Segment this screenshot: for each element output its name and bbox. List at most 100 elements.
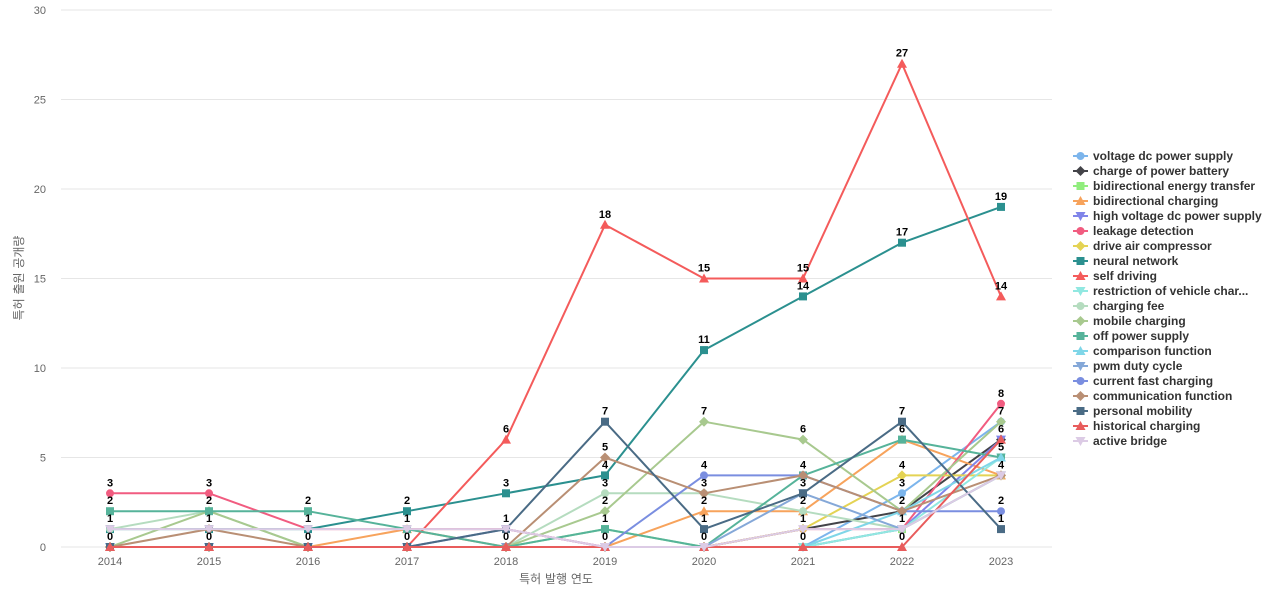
legend-item[interactable]: self driving <box>1073 269 1157 283</box>
data-point[interactable] <box>799 507 807 516</box>
data-point[interactable] <box>303 542 313 551</box>
data-point[interactable] <box>798 470 808 481</box>
data-point[interactable] <box>700 471 708 480</box>
legend-item[interactable]: off power supply <box>1073 329 1189 343</box>
legend-item[interactable]: neural network <box>1073 254 1179 268</box>
data-point[interactable] <box>898 238 906 247</box>
data-point[interactable] <box>897 506 907 517</box>
data-point[interactable] <box>897 470 907 481</box>
data-point[interactable] <box>798 525 808 535</box>
legend-label: bidirectional energy transfer <box>1093 179 1255 193</box>
series-line[interactable] <box>110 438 1002 548</box>
legend-item[interactable]: charge of power battery <box>1073 164 1229 178</box>
x-tick-label: 2022 <box>890 556 914 568</box>
y-tick-label: 30 <box>34 5 46 17</box>
legend-marker-icon <box>1075 391 1086 401</box>
data-point[interactable] <box>996 416 1006 427</box>
legend-item[interactable]: charging fee <box>1073 299 1165 313</box>
data-point[interactable] <box>600 219 610 229</box>
legend-item[interactable]: bidirectional charging <box>1073 194 1218 208</box>
data-point[interactable] <box>601 471 609 480</box>
data-point[interactable] <box>502 489 510 498</box>
x-tick-label: 2020 <box>692 556 716 568</box>
data-point[interactable] <box>402 542 412 551</box>
data-point[interactable] <box>799 489 807 498</box>
data-point[interactable] <box>106 507 114 516</box>
legend-item[interactable]: mobile charging <box>1073 314 1186 328</box>
data-point[interactable] <box>700 525 708 534</box>
legend-item[interactable]: voltage dc power supply <box>1073 149 1233 163</box>
data-point[interactable] <box>898 489 906 498</box>
data-point[interactable] <box>996 434 1006 444</box>
series-active-bridge[interactable] <box>105 471 1006 552</box>
legend-marker-icon <box>1075 346 1086 355</box>
data-point[interactable] <box>205 507 213 516</box>
data-point[interactable] <box>106 489 114 498</box>
data-point[interactable] <box>897 58 907 68</box>
data-point[interactable] <box>601 417 609 426</box>
data-point[interactable] <box>105 542 115 551</box>
data-point[interactable] <box>601 525 609 534</box>
legend-item[interactable]: bidirectional energy transfer <box>1073 179 1255 193</box>
data-point[interactable] <box>204 542 214 551</box>
legend-marker-icon <box>1076 257 1085 265</box>
legend-item[interactable]: current fast charging <box>1073 374 1213 388</box>
legend-label: bidirectional charging <box>1093 194 1218 208</box>
data-point[interactable] <box>501 542 511 551</box>
data-point[interactable] <box>699 506 709 516</box>
data-point[interactable] <box>700 346 708 355</box>
data-point[interactable] <box>897 525 907 535</box>
legend-item[interactable]: historical charging <box>1073 419 1200 433</box>
data-point[interactable] <box>699 416 709 427</box>
data-point[interactable] <box>898 417 906 426</box>
x-tick-label: 2016 <box>296 556 320 568</box>
legend-item[interactable]: active bridge <box>1073 434 1167 448</box>
legend-item[interactable]: restriction of vehicle char... <box>1073 284 1248 298</box>
data-point[interactable] <box>204 525 214 535</box>
data-point[interactable] <box>798 273 808 283</box>
data-point[interactable] <box>997 399 1005 408</box>
data-point[interactable] <box>304 507 312 516</box>
data-point[interactable] <box>699 543 709 552</box>
series-line[interactable] <box>110 474 1002 548</box>
data-point[interactable] <box>600 506 610 517</box>
data-point[interactable] <box>897 542 907 551</box>
data-label: 1 <box>998 513 1004 525</box>
data-point[interactable] <box>997 525 1005 534</box>
y-tick-label: 25 <box>34 95 46 107</box>
data-point[interactable] <box>799 292 807 301</box>
legend-item[interactable]: high voltage dc power supply <box>1073 209 1262 223</box>
data-point[interactable] <box>996 471 1006 481</box>
series-self-driving[interactable] <box>105 58 1006 551</box>
data-point[interactable] <box>105 525 115 535</box>
data-point[interactable] <box>699 273 709 283</box>
data-point[interactable] <box>600 543 610 552</box>
data-point[interactable] <box>601 489 609 498</box>
legend-item[interactable]: personal mobility <box>1073 404 1193 418</box>
data-point[interactable] <box>205 489 213 498</box>
legend-item[interactable]: leakage detection <box>1073 224 1194 238</box>
data-point[interactable] <box>402 525 412 535</box>
legend-item[interactable]: drive air compressor <box>1073 239 1212 253</box>
data-point[interactable] <box>798 542 808 551</box>
data-point[interactable] <box>798 434 808 445</box>
data-point[interactable] <box>600 452 610 463</box>
data-point[interactable] <box>501 525 511 535</box>
series-line[interactable] <box>109 456 1002 548</box>
series-lines <box>105 58 1006 552</box>
data-point[interactable] <box>996 452 1006 462</box>
legend-item[interactable]: comparison function <box>1073 344 1212 358</box>
series-historical-charging[interactable] <box>105 434 1006 551</box>
data-label: 0 <box>899 531 905 543</box>
data-point[interactable] <box>303 525 313 535</box>
data-point[interactable] <box>898 435 906 444</box>
data-point[interactable] <box>997 507 1005 516</box>
legend-item[interactable]: pwm duty cycle <box>1073 359 1183 373</box>
legend-item[interactable]: communication function <box>1073 389 1232 403</box>
data-point[interactable] <box>501 434 511 444</box>
data-point[interactable] <box>996 291 1006 301</box>
data-point[interactable] <box>699 488 709 499</box>
data-point[interactable] <box>403 507 411 516</box>
data-point[interactable] <box>997 202 1005 211</box>
